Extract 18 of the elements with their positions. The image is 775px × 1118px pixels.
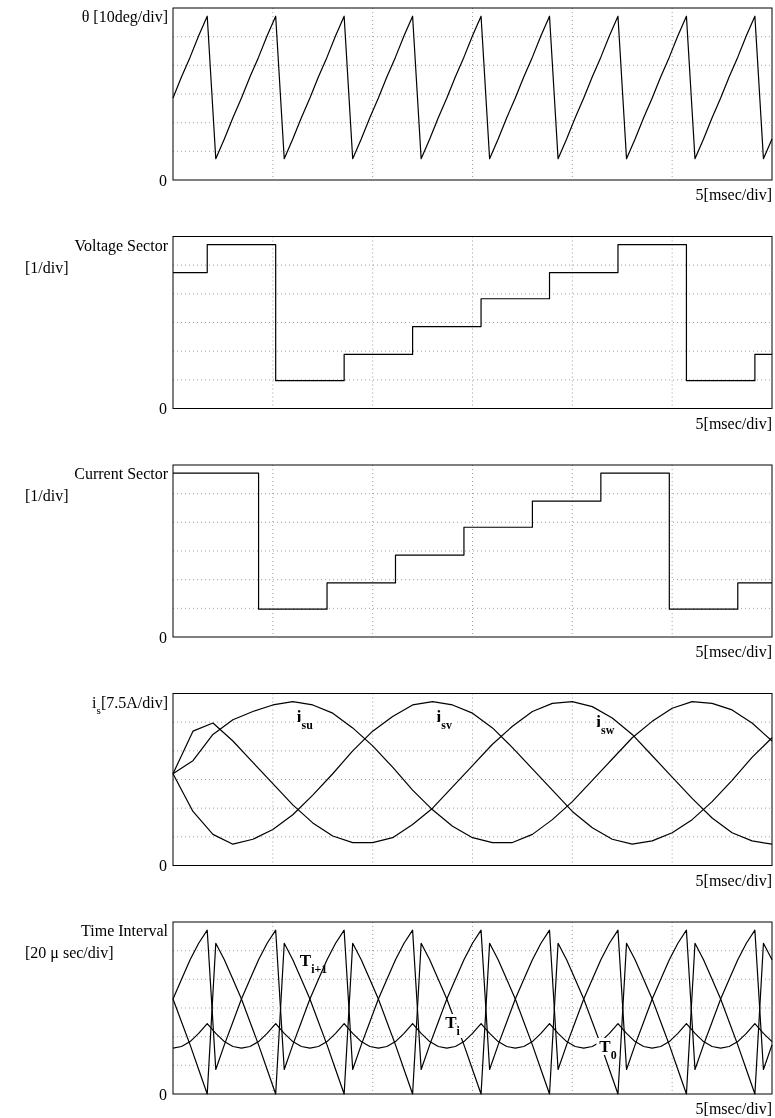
x-axis-title: 5[msec/div] [695,414,772,432]
x-axis-title: 5[msec/div] [695,1100,772,1117]
text: 0 [159,628,167,646]
x-axis-title: 5[msec/div] [695,643,772,660]
text: 0 [159,171,167,189]
text: 0 [159,1085,167,1103]
x-axis-title: 5[msec/div] [695,186,772,203]
series-label: i$_{su}$ [296,706,314,732]
y-axis-title: θ [10deg/div] [81,8,168,26]
y-axis-title: Current Sector [1/div] [25,465,169,504]
series-label: i$_{sv}$ [436,706,452,732]
text: 0 [159,400,167,418]
x-axis-title: 5[msec/div] [695,871,772,889]
y-axis-title: i$_{s}$[7.5A/div] [92,693,168,716]
text: 0 [159,857,167,875]
y-axis-title: Voltage Sector [1/div] [25,236,169,276]
series-label: i$_{sw}$ [596,711,615,737]
y-axis-title: Time Interval [20 μ sec/div] [25,922,169,962]
